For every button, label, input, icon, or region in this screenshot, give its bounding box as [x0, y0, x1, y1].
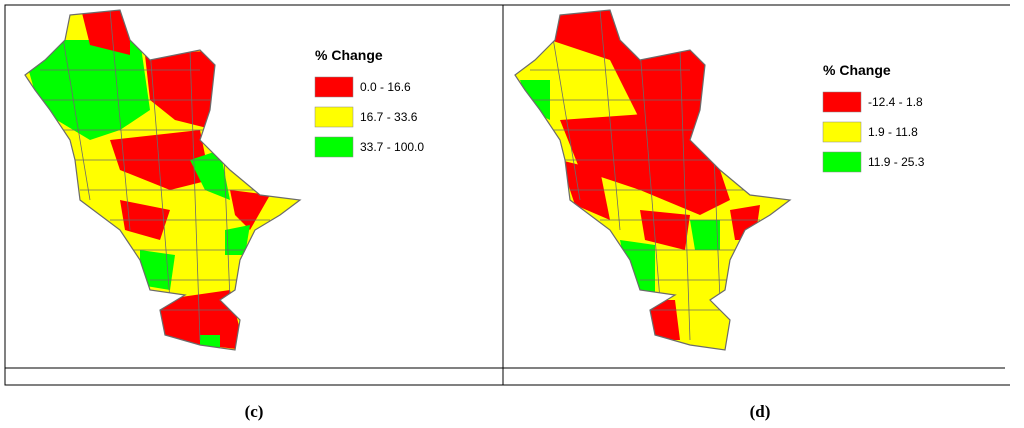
legend-swatch — [822, 121, 862, 143]
legend-label: 11.9 - 25.3 — [868, 155, 925, 169]
legend-label: 1.9 - 11.8 — [868, 125, 918, 139]
legend-label: 16.7 - 33.6 — [360, 110, 418, 124]
map-c — [24, 9, 302, 351]
legend-label: 33.7 - 100.0 — [360, 140, 424, 154]
legend-label: -12.4 - 1.8 — [868, 95, 923, 109]
map-d — [514, 9, 792, 351]
legend-swatch — [822, 151, 862, 173]
legend-swatch — [314, 106, 354, 128]
legend-swatch — [314, 136, 354, 158]
panel-caption: (d) — [750, 402, 771, 421]
legends: % Change 0.0 - 16.6 16.7 - 33.6 33.7 - 100.… — [245, 47, 925, 421]
legend-label: 0.0 - 16.6 — [360, 80, 411, 94]
legend-title: % Change — [315, 47, 383, 63]
legend-title: % Change — [823, 62, 891, 78]
legend-swatch — [314, 76, 354, 98]
legend-swatch — [822, 91, 862, 113]
panel-caption: (c) — [245, 402, 264, 421]
